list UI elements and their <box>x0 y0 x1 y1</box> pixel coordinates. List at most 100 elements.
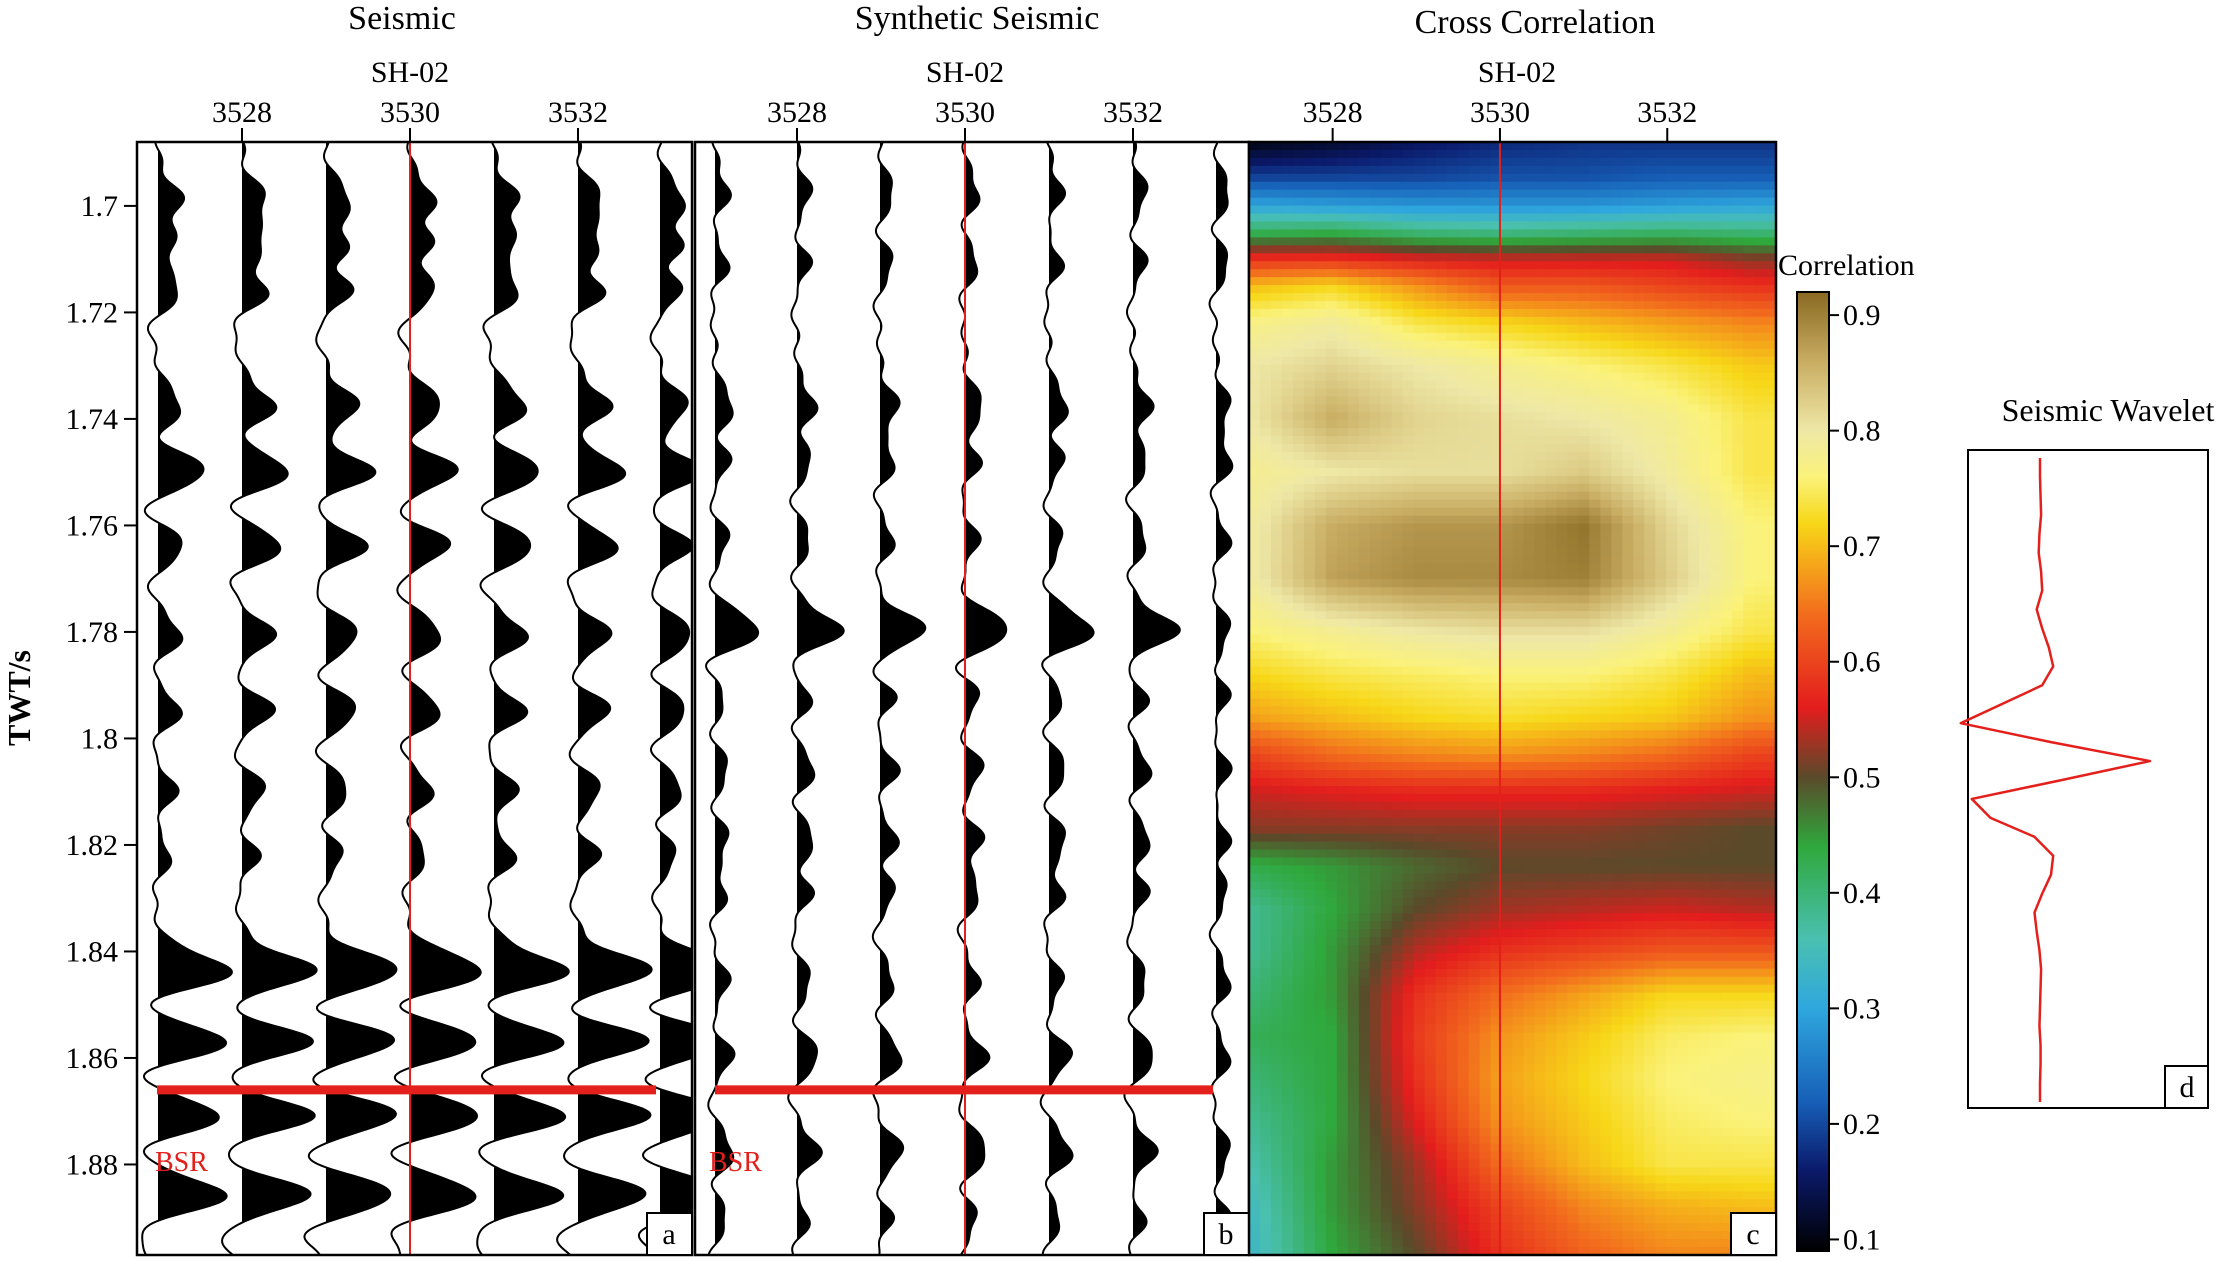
heatmap-cell <box>1512 841 1525 851</box>
heatmap-cell <box>1501 674 1514 684</box>
heatmap-cell <box>1281 308 1294 318</box>
heatmap-cell <box>1600 197 1612 207</box>
heatmap-cell <box>1765 873 1776 882</box>
heatmap-cell <box>1732 420 1744 429</box>
heatmap-cell <box>1249 237 1261 246</box>
heatmap-cell <box>1578 746 1590 755</box>
heatmap-cell <box>1468 483 1481 493</box>
heatmap-cell <box>1490 316 1503 326</box>
heatmap-cell <box>1358 539 1371 549</box>
heatmap-cell <box>1424 762 1437 771</box>
heatmap-cell <box>1358 881 1371 890</box>
heatmap-cell <box>1523 603 1536 612</box>
heatmap-cell <box>1391 666 1404 676</box>
heatmap-cell <box>1622 555 1634 564</box>
heatmap-cell <box>1249 785 1261 795</box>
heatmap-cell <box>1358 531 1371 541</box>
heatmap-cell <box>1655 388 1667 397</box>
heatmap-cell <box>1468 507 1481 517</box>
heatmap-cell <box>1567 277 1579 286</box>
heatmap-cell <box>1391 801 1404 811</box>
heatmap-cell <box>1644 865 1656 874</box>
heatmap-cell <box>1644 722 1656 731</box>
heatmap-cell <box>1578 809 1590 819</box>
heatmap-cell <box>1512 889 1525 898</box>
heatmap-cell <box>1249 157 1261 167</box>
heatmap-cell <box>1567 308 1579 318</box>
heatmap-cell <box>1600 149 1612 159</box>
heatmap-cell <box>1523 873 1536 882</box>
heatmap-cell <box>1314 444 1327 453</box>
heatmap-cell <box>1589 897 1601 906</box>
heatmap-cell <box>1556 149 1568 159</box>
heatmap-cell <box>1446 595 1459 604</box>
heatmap-cell <box>1578 460 1590 469</box>
heatmap-cell <box>1655 905 1667 914</box>
heatmap-cell <box>1578 571 1590 580</box>
heatmap-cell <box>1249 833 1261 843</box>
heatmap-cell <box>1303 801 1316 811</box>
heatmap-cell <box>1468 603 1481 612</box>
heatmap-cell <box>1270 157 1283 167</box>
heatmap-cell <box>1633 658 1645 668</box>
panel-letter-box <box>646 1212 693 1256</box>
heatmap-cell <box>1589 173 1601 183</box>
heatmap-cell <box>1380 356 1393 366</box>
heatmap-cell <box>1567 483 1579 493</box>
heatmap-cell <box>1622 634 1634 644</box>
heatmap-cell <box>1468 460 1481 469</box>
heatmap-cell <box>1358 428 1371 437</box>
heatmap-cell <box>1611 587 1623 596</box>
heatmap-cell <box>1336 849 1349 859</box>
heatmap-cell <box>1633 682 1645 692</box>
heatmap-cell <box>1336 364 1349 374</box>
heatmap-cell <box>1270 229 1283 238</box>
heatmap-cell <box>1556 221 1568 231</box>
heatmap-cell <box>1402 515 1415 525</box>
heatmap-cell <box>1292 603 1305 612</box>
heatmap-cell <box>1600 778 1612 787</box>
heatmap-cell <box>1336 547 1349 556</box>
heatmap-cell <box>1270 253 1283 262</box>
heatmap-cell <box>1600 531 1612 541</box>
heatmap-cell <box>1578 937 1590 946</box>
heatmap-cell <box>1589 865 1601 874</box>
heatmap-cell <box>1666 396 1678 405</box>
heatmap-cell <box>1600 142 1612 151</box>
heatmap-cell <box>1292 666 1305 676</box>
heatmap-cell <box>1545 738 1558 747</box>
heatmap-cell <box>1710 293 1722 302</box>
heatmap-cell <box>1699 785 1711 795</box>
heatmap-cell <box>1292 475 1305 485</box>
heatmap-cell <box>1589 515 1601 525</box>
heatmap-cell <box>1259 460 1272 469</box>
heatmap-cell <box>1336 380 1349 390</box>
heatmap-cell <box>1259 730 1272 739</box>
heatmap-cell <box>1490 269 1503 278</box>
heatmap-cell <box>1633 905 1645 914</box>
heatmap-cell <box>1534 316 1547 326</box>
heatmap-cell <box>1600 467 1612 477</box>
heatmap-cell <box>1413 301 1426 310</box>
heatmap-cell <box>1545 793 1558 803</box>
heatmap-cell <box>1743 531 1755 541</box>
heatmap-cell <box>1578 650 1590 660</box>
heatmap-cell <box>1281 237 1294 246</box>
heatmap-cell <box>1765 666 1776 676</box>
heatmap-cell <box>1545 173 1558 183</box>
heatmap-cell <box>1446 952 1459 962</box>
heatmap-cell <box>1743 587 1755 596</box>
heatmap-cell <box>1545 857 1558 867</box>
heatmap-cell <box>1391 889 1404 898</box>
heatmap-cell <box>1688 332 1700 342</box>
heatmap-cell <box>1468 348 1481 358</box>
heatmap-cell <box>1578 563 1590 572</box>
heatmap-cell <box>1402 563 1415 572</box>
heatmap-cell <box>1270 173 1283 183</box>
heatmap-cell <box>1281 841 1294 851</box>
heatmap-cell <box>1567 579 1579 588</box>
heatmap-cell <box>1578 611 1590 620</box>
heatmap-cell <box>1402 921 1415 930</box>
heatmap-cell <box>1523 762 1536 771</box>
heatmap-cell <box>1270 722 1283 731</box>
